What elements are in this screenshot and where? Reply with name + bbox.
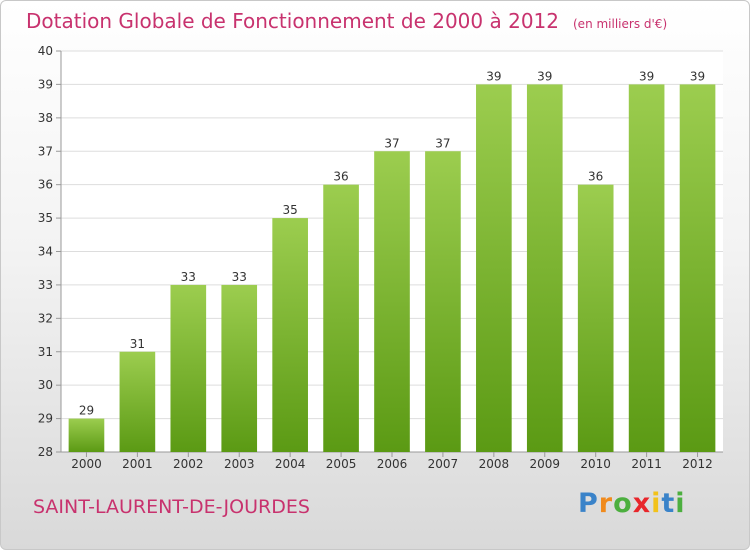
chart-subtitle: (en milliers d'€): [573, 17, 668, 31]
x-tick-label: 2009: [529, 457, 560, 471]
bars: [68, 84, 716, 453]
logo-letter: i: [651, 488, 662, 519]
x-tick-label: 2006: [377, 457, 408, 471]
y-tick-label: 31: [38, 345, 53, 359]
bar: [323, 184, 359, 452]
bar-value-label: 36: [588, 170, 603, 184]
y-tick-label: 38: [38, 111, 53, 125]
bar-value-label: 39: [639, 69, 654, 83]
y-tick-label: 34: [38, 245, 53, 259]
bar: [68, 418, 105, 452]
commune-name: SAINT-LAURENT-DE-JOURDES: [33, 496, 310, 518]
bar: [374, 151, 410, 452]
bar-value-label: 39: [690, 69, 705, 83]
x-tick-label: 2003: [224, 457, 255, 471]
x-tick-label: 2008: [479, 457, 510, 471]
bar: [425, 151, 461, 452]
bar-value-label: 39: [537, 69, 552, 83]
bar-value-label: 37: [435, 136, 450, 150]
bar-value-label: 37: [384, 136, 399, 150]
proxiti-logo[interactable]: Proxiti: [578, 488, 686, 519]
bar-value-label: 29: [79, 404, 94, 418]
bar: [577, 184, 614, 452]
x-tick-label: 2010: [580, 457, 611, 471]
logo-letter: r: [598, 488, 614, 519]
x-tick-label: 2002: [173, 457, 204, 471]
y-tick-label: 39: [38, 77, 53, 91]
y-tick-label: 30: [38, 378, 53, 392]
chart-title: Dotation Globale de Fonctionnement de 20…: [26, 9, 559, 33]
bar-value-label: 39: [486, 69, 501, 83]
x-tick-label: 2005: [326, 457, 357, 471]
logo-letter: i: [675, 488, 686, 519]
bar: [679, 84, 716, 453]
y-tick-label: 33: [38, 278, 53, 292]
bar-value-label: 33: [232, 270, 247, 284]
bar-value-label: 35: [283, 203, 298, 217]
x-tick-label: 2011: [631, 457, 662, 471]
bar: [526, 84, 563, 453]
bar: [170, 284, 207, 452]
title-block: Dotation Globale de Fonctionnement de 20…: [26, 9, 667, 33]
bar-value-label: 36: [333, 170, 348, 184]
x-tick-label: 2007: [428, 457, 459, 471]
bar: [119, 351, 156, 452]
bar: [272, 218, 308, 452]
y-tick-label: 40: [38, 44, 53, 58]
logo-letter: t: [661, 488, 676, 519]
x-tick-label: 2000: [71, 457, 102, 471]
y-tick-label: 37: [38, 144, 53, 158]
logo-letter: x: [632, 488, 652, 519]
x-tick-label: 2012: [682, 457, 713, 471]
logo-letter: o: [613, 488, 633, 519]
y-tick-label: 28: [38, 445, 53, 459]
y-tick-label: 29: [38, 412, 53, 426]
bar: [476, 84, 512, 453]
bar-value-label: 31: [130, 337, 145, 351]
y-tick-label: 35: [38, 211, 53, 225]
x-tick-label: 2001: [122, 457, 153, 471]
x-tick-label: 2004: [275, 457, 306, 471]
y-tick-label: 36: [38, 178, 53, 192]
bar: [628, 84, 665, 453]
labels: 28 29 30 31 32 33 34 35 36 37 38 39 40 29 2000 31 2001 33…: [38, 44, 713, 471]
logo-letter: P: [578, 488, 599, 519]
bar-value-label: 33: [181, 270, 196, 284]
bar: [221, 284, 258, 452]
y-tick-label: 32: [38, 311, 53, 325]
